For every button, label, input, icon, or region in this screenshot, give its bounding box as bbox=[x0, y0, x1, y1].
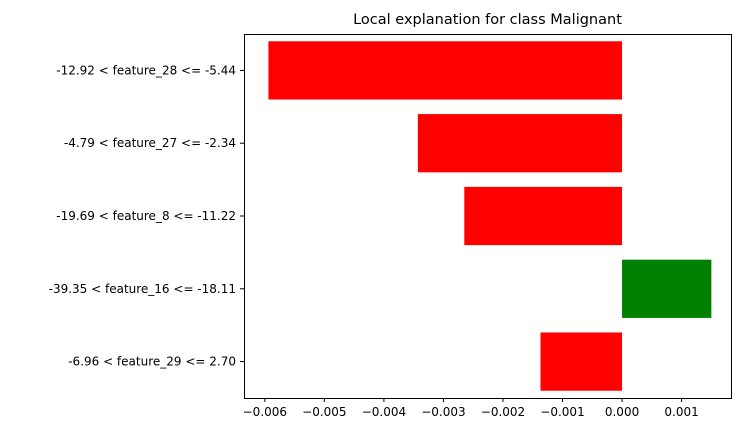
x-axis: −0.006 −0.005 −0.004 −0.003 −0.002 −0.001 0.00… bbox=[243, 398, 699, 419]
x-tick-label: 0.001 bbox=[664, 405, 698, 419]
x-tick-label: −0.006 bbox=[243, 405, 287, 419]
y-tick-label: -6.96 < feature_29 <= 2.70 bbox=[68, 355, 236, 369]
bar bbox=[622, 259, 712, 318]
plot-frame bbox=[244, 34, 732, 399]
chart-title: Local explanation for class Malignant bbox=[353, 12, 622, 28]
bars-layer bbox=[268, 41, 712, 391]
y-tick-label: -19.69 < feature_8 <= -11.22 bbox=[56, 209, 236, 223]
y-tick-label: -12.92 < feature_28 <= -5.44 bbox=[56, 63, 236, 77]
x-tick-label: −0.001 bbox=[540, 405, 584, 419]
x-tick-label: −0.005 bbox=[302, 405, 346, 419]
x-tick-label: 0.000 bbox=[605, 405, 639, 419]
y-axis: -12.92 < feature_28 <= -5.44 -4.79 < feat… bbox=[49, 63, 244, 369]
bar bbox=[417, 114, 623, 173]
bar bbox=[464, 186, 623, 246]
x-tick-label: −0.004 bbox=[362, 405, 406, 419]
bar bbox=[268, 41, 623, 100]
x-tick-label: −0.003 bbox=[421, 405, 465, 419]
x-tick-label: −0.002 bbox=[481, 405, 525, 419]
y-tick-label: -4.79 < feature_27 <= -2.34 bbox=[64, 136, 236, 150]
bar bbox=[540, 332, 623, 391]
y-tick-label: -39.35 < feature_16 <= -18.11 bbox=[49, 282, 236, 296]
